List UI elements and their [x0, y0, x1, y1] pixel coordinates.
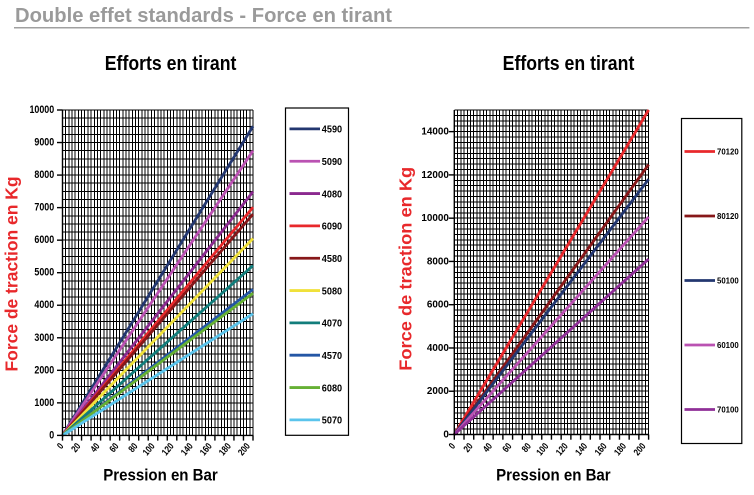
svg-text:4590: 4590 — [322, 124, 342, 136]
svg-text:0: 0 — [443, 430, 449, 441]
svg-text:4000: 4000 — [427, 343, 449, 354]
svg-text:2000: 2000 — [427, 386, 449, 397]
svg-text:10000: 10000 — [421, 213, 449, 224]
svg-text:Force de traction en Kg: Force de traction en Kg — [396, 167, 416, 371]
svg-text:4570: 4570 — [322, 350, 342, 362]
svg-text:6080: 6080 — [322, 382, 342, 394]
svg-text:9000: 9000 — [34, 137, 54, 149]
svg-text:0: 0 — [447, 441, 458, 451]
svg-text:80120: 80120 — [717, 212, 739, 221]
svg-text:8000: 8000 — [34, 169, 54, 181]
svg-text:70120: 70120 — [717, 147, 739, 156]
svg-text:4080: 4080 — [322, 188, 342, 200]
svg-text:8000: 8000 — [427, 256, 449, 267]
svg-text:6000: 6000 — [34, 234, 54, 246]
svg-text:5090: 5090 — [322, 156, 342, 168]
svg-text:6000: 6000 — [427, 300, 449, 311]
svg-text:Pression en Bar: Pression en Bar — [496, 466, 611, 485]
svg-text:7000: 7000 — [34, 202, 54, 214]
svg-text:50100: 50100 — [717, 276, 739, 285]
svg-text:70100: 70100 — [717, 405, 739, 414]
svg-text:6090: 6090 — [322, 221, 342, 233]
svg-text:Efforts en tirant: Efforts en tirant — [105, 52, 237, 75]
svg-text:5080: 5080 — [322, 285, 342, 297]
svg-text:Efforts en tirant: Efforts en tirant — [503, 52, 635, 75]
svg-text:2000: 2000 — [34, 364, 54, 376]
svg-text:4580: 4580 — [322, 253, 342, 265]
svg-text:12000: 12000 — [421, 170, 449, 181]
svg-text:60100: 60100 — [717, 341, 739, 350]
svg-text:5000: 5000 — [34, 267, 54, 279]
svg-text:4000: 4000 — [34, 299, 54, 311]
svg-text:0: 0 — [49, 429, 54, 441]
svg-text:3000: 3000 — [34, 332, 54, 344]
svg-text:4070: 4070 — [322, 318, 342, 330]
svg-text:Force de traction en Kg: Force de traction en Kg — [2, 177, 22, 372]
svg-text:5070: 5070 — [322, 415, 342, 427]
svg-text:14000: 14000 — [421, 127, 449, 138]
svg-text:0: 0 — [55, 441, 66, 451]
svg-text:1000: 1000 — [34, 397, 54, 409]
svg-text:Double effet standards - Force: Double effet standards - Force en tirant — [15, 5, 392, 27]
svg-text:10000: 10000 — [29, 104, 54, 116]
svg-text:Pression en Bar: Pression en Bar — [103, 466, 218, 485]
